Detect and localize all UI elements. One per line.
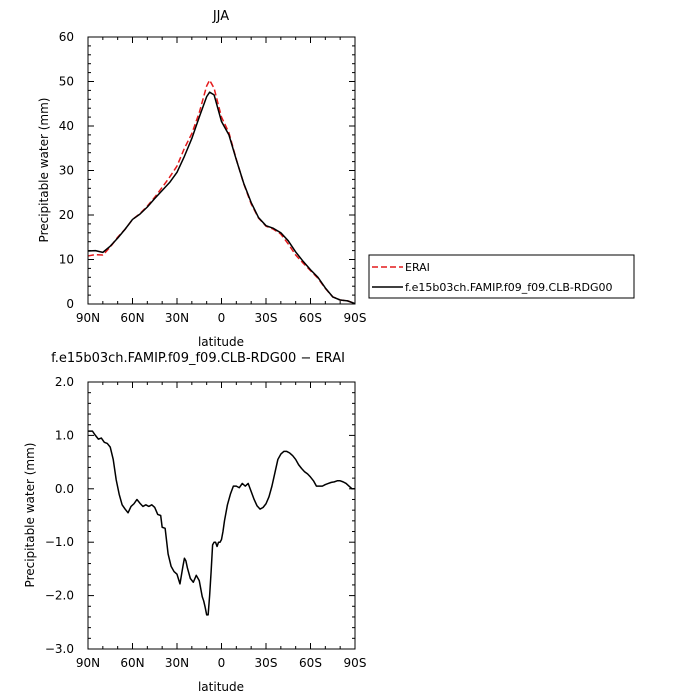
legend-box [368, 254, 635, 299]
bottom-plot-frame [87, 381, 356, 650]
bottom-panel: f.e15b03ch.FAMIP.f09_f09.CLB-RDG00 − ERA… [23, 351, 366, 694]
top-y-tick-label: 50 [59, 75, 74, 89]
top-x-tick-label: 30S [255, 311, 278, 325]
top-x-tick-label: 90S [344, 311, 367, 325]
bottom-y-tick-label: −3.0 [45, 642, 74, 656]
bottom-x-tick-label: 90N [76, 656, 100, 670]
top-x-tick-label: 30N [165, 311, 189, 325]
legend: ERAI f.e15b03ch.FAMIP.f09_f09.CLB-RDG00 [368, 254, 635, 299]
bottom-gridlayer: 90N 60N 30N 0 30S 60S 90S −3.0 −2.0 −1.0 0.0 1.0 2.0 [45, 375, 367, 670]
bottom-y-tick-label: −1.0 [45, 535, 74, 549]
top-x-tick-label: 0 [218, 311, 226, 325]
legend-label-model: f.e15b03ch.FAMIP.f09_f09.CLB-RDG00 [405, 281, 613, 294]
bottom-x-tick-label: 0 [218, 656, 226, 670]
top-y-tick-label: 30 [59, 164, 74, 178]
top-x-axis-label: latitude [198, 335, 244, 349]
top-x-tick-label: 60N [120, 311, 144, 325]
bottom-x-tick-label: 60N [120, 656, 144, 670]
bottom-y-axis-label: Precipitable water (mm) [23, 443, 37, 588]
top-gridlayer: 90N 60N 30N 0 30S 60S 90S 0 10 20 30 40 50 60 [59, 30, 367, 325]
bottom-y-tick-label: 1.0 [55, 428, 74, 442]
top-plot-frame [87, 36, 356, 305]
top-y-tick-label: 0 [66, 297, 74, 311]
top-series-line-0 [87, 79, 356, 305]
top-y-tick-label: 40 [59, 119, 74, 133]
top-x-tick-label: 90N [76, 311, 100, 325]
legend-label-erai: ERAI [405, 261, 430, 274]
bottom-x-tick-label: 90S [344, 656, 367, 670]
bottom-y-tick-label: 2.0 [55, 375, 74, 389]
bottom-y-tick-label: −2.0 [45, 589, 74, 603]
top-y-tick-label: 20 [59, 208, 74, 222]
bottom-series-layer [88, 430, 355, 616]
top-y-tick-label: 60 [59, 30, 74, 44]
top-series-line-1 [87, 91, 356, 305]
top-y-axis-label: Precipitable water (mm) [37, 98, 51, 243]
top-panel: JJA 90N 60N 30N 0 30S 60S 90S 0 10 20 30 40 50 60 lat… [37, 9, 366, 349]
top-series-layer [87, 79, 356, 305]
bottom-title: f.e15b03ch.FAMIP.f09_f09.CLB-RDG00 − ERA… [51, 351, 345, 366]
top-title: JJA [212, 9, 229, 24]
bottom-series-line-0 [88, 430, 355, 616]
bottom-x-axis-label: latitude [198, 680, 244, 694]
bottom-x-tick-label: 30S [255, 656, 278, 670]
top-y-tick-label: 10 [59, 253, 74, 267]
top-x-tick-label: 60S [299, 311, 322, 325]
bottom-y-tick-label: 0.0 [55, 482, 74, 496]
bottom-x-tick-label: 60S [299, 656, 322, 670]
bottom-x-tick-label: 30N [165, 656, 189, 670]
